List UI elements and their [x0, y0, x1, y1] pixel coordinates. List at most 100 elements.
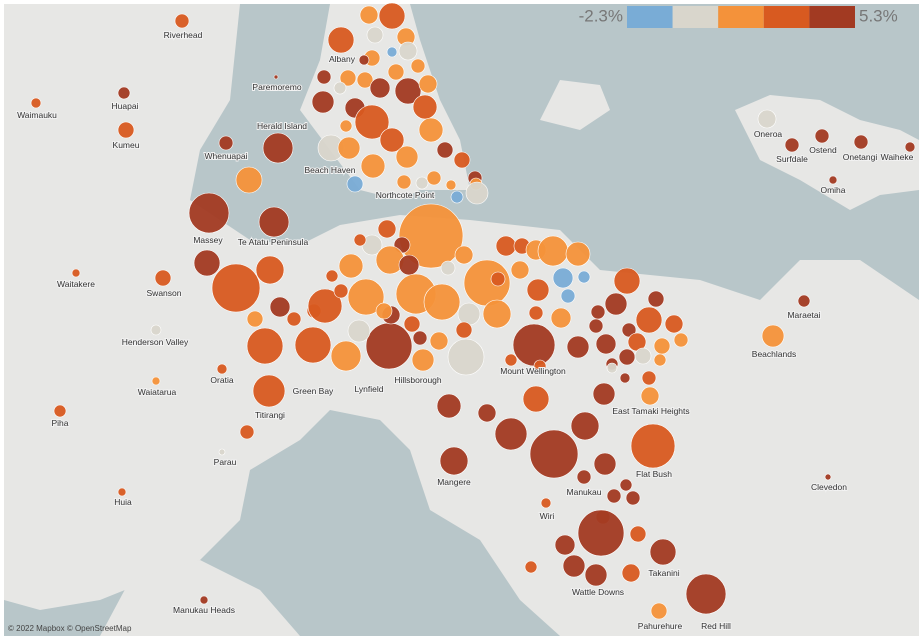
- bubble: [797, 294, 811, 308]
- bubble: [453, 151, 471, 169]
- bubble: [327, 26, 355, 54]
- bubble: [477, 403, 497, 423]
- bubble: [375, 302, 393, 320]
- bubble: [570, 411, 600, 441]
- place-label: Manukau Heads: [173, 605, 235, 615]
- bubble: [828, 175, 838, 185]
- bubble: [30, 97, 42, 109]
- bubble: [359, 5, 379, 25]
- place-label: Piha: [51, 418, 68, 428]
- bubble: [398, 254, 420, 276]
- bubble: [613, 267, 641, 295]
- bubble: [246, 327, 284, 365]
- bubble: [418, 74, 438, 94]
- bubble: [482, 299, 512, 329]
- bubble: [537, 235, 569, 267]
- bubble: [625, 490, 641, 506]
- bubble: [387, 63, 405, 81]
- bubble: [641, 370, 657, 386]
- place-label: Red Hill: [701, 621, 731, 631]
- bubble: [211, 263, 261, 313]
- place-label: Takanini: [648, 568, 679, 578]
- bubble: [429, 331, 449, 351]
- bubble: [618, 348, 636, 366]
- bubble: [339, 119, 353, 133]
- bubble: [447, 338, 485, 376]
- bubble: [528, 305, 544, 321]
- place-label: Mangere: [437, 477, 471, 487]
- bubble: [412, 330, 428, 346]
- bubble: [395, 145, 419, 169]
- bubble: [757, 109, 777, 129]
- bubble: [375, 245, 405, 275]
- bubble: [495, 235, 517, 257]
- place-label: Oneroa: [754, 129, 783, 139]
- place-label: Manukau: [567, 487, 602, 497]
- bubble: [199, 595, 209, 605]
- bubble: [592, 382, 616, 406]
- place-label: Massey: [193, 235, 223, 245]
- legend-swatch: [763, 6, 810, 28]
- bubbles: [30, 2, 916, 620]
- bubble: [454, 245, 474, 265]
- bubble: [346, 175, 364, 193]
- bubble: [504, 353, 518, 367]
- bubble: [369, 77, 391, 99]
- bubble: [635, 306, 663, 334]
- place-label: Waiatarua: [138, 387, 177, 397]
- bubble: [411, 348, 435, 372]
- bubble: [358, 54, 370, 66]
- bubble: [174, 13, 190, 29]
- place-label: Ostend: [809, 145, 837, 155]
- place-label: Whenuapai: [204, 151, 247, 161]
- bubble: [465, 181, 489, 205]
- bubble: [606, 362, 618, 374]
- bubble: [526, 278, 550, 302]
- bubble: [664, 314, 684, 334]
- place-label: Beachlands: [752, 349, 796, 359]
- bubble: [325, 269, 339, 283]
- bubble: [604, 292, 628, 316]
- legend-max-label: 5.3%: [859, 6, 898, 25]
- bubble: [216, 363, 228, 375]
- bubble: [524, 560, 538, 574]
- bubble: [619, 372, 631, 384]
- bubble: [455, 321, 473, 339]
- bubble: [494, 417, 528, 451]
- bubble: [529, 429, 579, 479]
- bubble: [269, 296, 291, 318]
- bubble: [193, 249, 221, 277]
- bubble: [510, 260, 530, 280]
- place-label: Pahurehure: [638, 621, 683, 631]
- bubble: [356, 71, 374, 89]
- place-label: Parau: [214, 457, 237, 467]
- bubble: [337, 136, 361, 160]
- bubble: [784, 137, 800, 153]
- place-label: Beach Haven: [304, 165, 355, 175]
- place-label: Mount Wellington: [500, 366, 566, 376]
- place-label: Oratia: [210, 375, 233, 385]
- place-label: Titirangi: [255, 410, 285, 420]
- bubble: [562, 554, 586, 578]
- bubble: [814, 128, 830, 144]
- place-label: Lynfield: [355, 384, 384, 394]
- bubble: [354, 104, 390, 140]
- bubble: [761, 324, 785, 348]
- bubble: [307, 288, 343, 324]
- bubble: [595, 333, 617, 355]
- place-label: Kumeu: [113, 140, 140, 150]
- bubble: [621, 563, 641, 583]
- bubble: [246, 310, 264, 328]
- bubble: [239, 424, 255, 440]
- place-label: Flat Bush: [636, 469, 672, 479]
- bubble: [540, 497, 552, 509]
- bubble: [398, 41, 418, 61]
- bubble: [565, 241, 591, 267]
- bubble: [117, 86, 131, 100]
- bubble: [330, 340, 362, 372]
- bubble: [360, 153, 386, 179]
- bubble: [262, 132, 294, 164]
- place-label: Huia: [114, 497, 132, 507]
